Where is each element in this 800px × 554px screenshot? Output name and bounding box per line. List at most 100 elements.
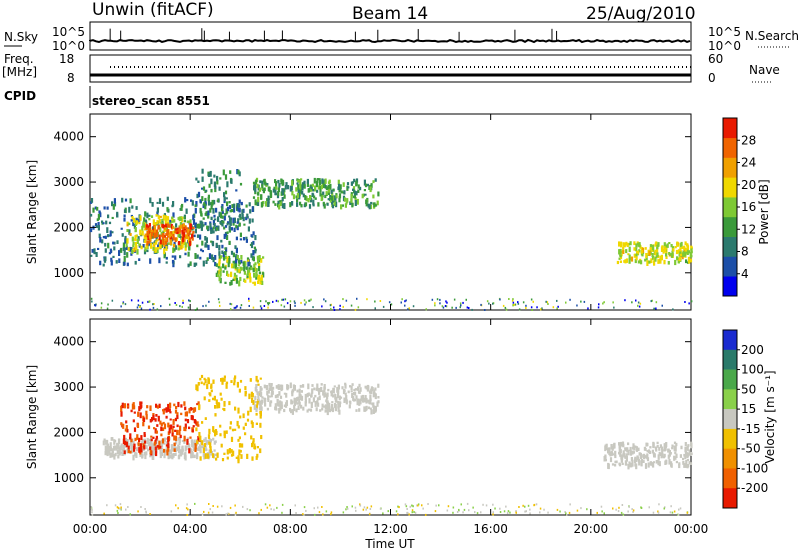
power-ground-cell bbox=[148, 300, 150, 303]
power-cell bbox=[633, 241, 636, 245]
velocity-cell bbox=[621, 462, 624, 465]
power-cell bbox=[220, 212, 223, 219]
velocity-cell bbox=[122, 445, 125, 450]
velocity-cell bbox=[174, 409, 178, 414]
power-ground-cell bbox=[441, 305, 444, 308]
velocity-cell bbox=[172, 425, 175, 428]
power-ylabel: Slant Range [km] bbox=[25, 160, 39, 264]
velocity-cell bbox=[323, 384, 326, 388]
velocity-ground-cell bbox=[313, 507, 315, 510]
velocity-cell bbox=[256, 453, 259, 458]
power-ground-cell bbox=[100, 302, 103, 305]
power-cell bbox=[305, 198, 308, 202]
power-cell bbox=[229, 170, 232, 174]
velocity-cell bbox=[266, 407, 269, 411]
power-cell bbox=[128, 206, 131, 213]
power-cell bbox=[156, 211, 159, 216]
power-cell bbox=[204, 212, 207, 216]
power-cell bbox=[174, 237, 177, 243]
power-cell bbox=[163, 224, 166, 230]
velocity-cell bbox=[178, 429, 181, 436]
power-cell bbox=[94, 206, 97, 210]
velocity-ground-cell bbox=[269, 504, 271, 507]
velocity-cell bbox=[604, 455, 607, 462]
power-cell bbox=[368, 204, 371, 210]
velocity-cell bbox=[283, 404, 286, 408]
velocity-cell bbox=[313, 387, 316, 391]
velocity-ground-cell bbox=[345, 508, 347, 511]
power-cell bbox=[259, 280, 262, 285]
velocity-cell bbox=[308, 398, 311, 404]
velocity-cell bbox=[663, 449, 666, 452]
power-cell bbox=[145, 243, 148, 249]
power-cell bbox=[207, 196, 210, 202]
power-cell bbox=[139, 215, 142, 221]
power-cell bbox=[213, 181, 216, 188]
power-cell bbox=[256, 192, 260, 196]
power-cell bbox=[186, 227, 189, 233]
velocity-cell bbox=[310, 392, 313, 398]
time-x-ticks: 00:00 04:00 08:00 12:00 16:00 20:00 00:00 bbox=[73, 522, 709, 536]
velocity-cell bbox=[251, 442, 254, 448]
power-cell bbox=[187, 251, 190, 257]
power-cell bbox=[320, 195, 323, 201]
power-ground-cell bbox=[451, 306, 453, 309]
power-ground-cell bbox=[229, 302, 231, 305]
power-cell bbox=[662, 251, 665, 254]
power-cell bbox=[216, 180, 219, 185]
velocity-ground-cell bbox=[422, 507, 424, 510]
power-cell bbox=[250, 265, 253, 269]
velocity-cell bbox=[342, 389, 346, 395]
power-cell bbox=[107, 214, 110, 219]
velocity-cell bbox=[228, 448, 231, 454]
power-ground-cell bbox=[350, 304, 353, 307]
velocity-cell bbox=[186, 438, 189, 445]
power-ground-cell bbox=[94, 304, 96, 306]
power-cell bbox=[99, 212, 102, 218]
velocity-cell bbox=[266, 390, 269, 396]
velocity-cell bbox=[655, 448, 658, 452]
power-cell bbox=[340, 204, 343, 210]
power-cell bbox=[679, 247, 682, 252]
power-cell bbox=[663, 242, 666, 248]
power-cell bbox=[626, 242, 629, 247]
velocity-cell bbox=[685, 459, 688, 466]
power-cell bbox=[236, 267, 239, 273]
velocity-ground-cell bbox=[145, 511, 147, 514]
velocity-cell bbox=[621, 442, 624, 447]
velocity-ground-cell bbox=[203, 510, 205, 513]
power-cell bbox=[242, 261, 245, 267]
power-cell bbox=[138, 218, 141, 223]
power-cell bbox=[205, 211, 208, 214]
velocity-cell bbox=[163, 453, 166, 459]
velocity-cell bbox=[321, 403, 324, 408]
power-cell bbox=[625, 258, 629, 263]
velocity-cell bbox=[242, 426, 245, 430]
velocity-cell bbox=[177, 454, 180, 460]
power-cell bbox=[161, 201, 165, 207]
power-cell bbox=[281, 203, 284, 209]
power-cell bbox=[240, 260, 243, 264]
velocity-cell bbox=[199, 456, 202, 461]
power-ground-cell bbox=[196, 307, 198, 310]
velocity-cell bbox=[230, 380, 233, 383]
velocity-cell bbox=[613, 442, 616, 446]
power-cell bbox=[257, 184, 260, 191]
power-cell bbox=[192, 227, 195, 230]
power-cell bbox=[628, 246, 631, 252]
power-cell bbox=[223, 196, 226, 201]
power-cell bbox=[180, 224, 183, 229]
power-cell bbox=[153, 242, 156, 245]
velocity-ground-cell bbox=[234, 513, 237, 516]
velocity-cell bbox=[618, 463, 622, 467]
velocity-cell bbox=[186, 419, 190, 424]
power-cell bbox=[211, 254, 214, 260]
power-cell bbox=[646, 260, 649, 266]
velocity-cell bbox=[372, 402, 375, 408]
power-cell bbox=[209, 226, 212, 231]
power-cell bbox=[155, 233, 158, 238]
power-cell bbox=[252, 250, 255, 256]
velocity-ground-cell bbox=[416, 504, 418, 507]
velocity-ground-cell bbox=[618, 506, 620, 509]
